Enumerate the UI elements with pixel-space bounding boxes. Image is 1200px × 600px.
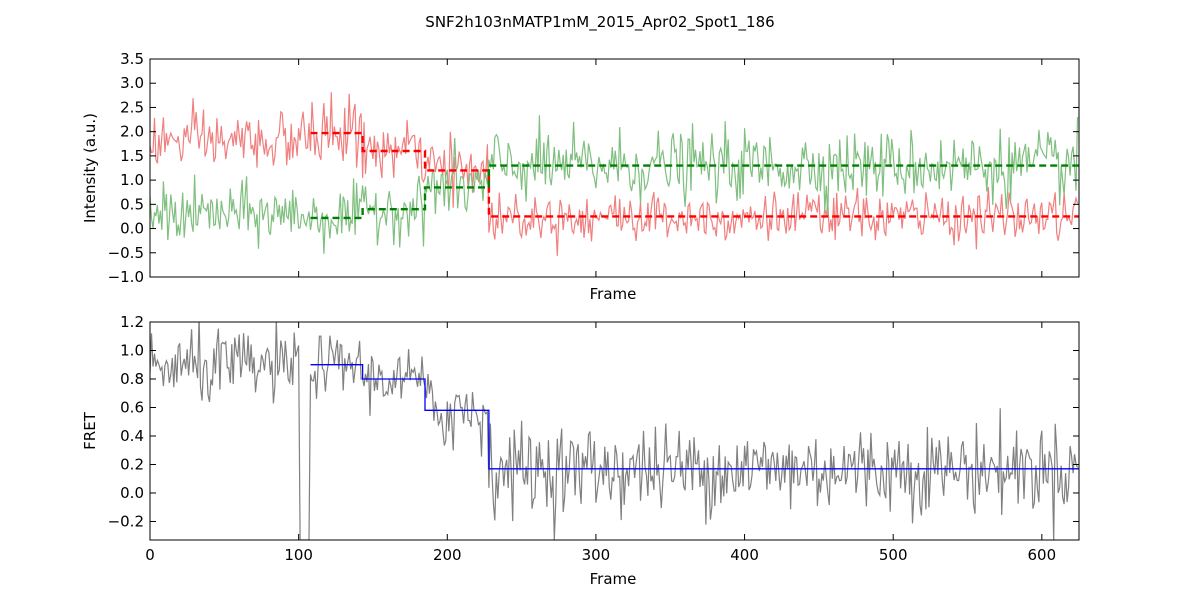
intensity-panel: −1.0 −0.5 0.0 0.5 1.0 1.5 2.0 2.5 3.0 3.5 Frame I…	[81, 50, 1080, 303]
intensity-x-axis-label: Frame	[590, 285, 637, 303]
x-tick-label: 300	[582, 546, 611, 564]
fret-traces	[150, 322, 1079, 540]
y-tick-label: 1.5	[120, 147, 144, 165]
intensity-fit-steps	[310, 131, 1079, 220]
intensity-y-axis-label: Intensity (a.u.)	[81, 113, 99, 223]
y-tick-label: 0.0	[120, 220, 144, 238]
x-tick-label: 500	[879, 546, 908, 564]
fret-y-axis-label: FRET	[81, 411, 99, 450]
fret-axes-frame	[149, 321, 1080, 541]
y-tick-label: −0.2	[108, 512, 144, 530]
y-tick-label: 0.5	[120, 195, 144, 213]
y-tick-label: 0.2	[120, 455, 144, 473]
y-tick-label: 0.8	[120, 370, 144, 388]
y-tick-label: −1.0	[108, 268, 144, 286]
y-tick-label: 0.4	[120, 427, 144, 445]
x-tick-label: 0	[145, 546, 155, 564]
x-tick-label: 600	[1028, 546, 1057, 564]
fret-fit-steps	[310, 364, 1079, 470]
fit-step-line-1	[310, 131, 1079, 218]
fret-ticks: −0.2 0.0 0.2 0.4 0.6 0.8 1.0 1.2 0 100 200 300 400 50…	[108, 313, 1079, 564]
x-tick-label: 100	[284, 546, 313, 564]
fret-x-axis-label: Frame	[590, 570, 637, 588]
y-tick-label: 1.0	[120, 171, 144, 189]
y-tick-label: 1.0	[120, 341, 144, 359]
y-tick-label: 1.2	[120, 313, 144, 331]
figure-title: SNF2h103nMATP1mM_2015_Apr02_Spot1_186	[425, 13, 774, 32]
y-tick-label: 0.6	[120, 398, 144, 416]
y-tick-label: 3.5	[120, 50, 144, 68]
y-tick-label: 0.0	[120, 484, 144, 502]
raw-trace-1	[150, 92, 1079, 256]
fret-panel: −0.2 0.0 0.2 0.4 0.6 0.8 1.0 1.2 0 100 200 300 400 50…	[81, 313, 1080, 588]
raw-trace-1	[150, 322, 1079, 540]
intensity-ticks: −1.0 −0.5 0.0 0.5 1.0 1.5 2.0 2.5 3.0 3.5	[108, 50, 1079, 286]
x-tick-label: 400	[730, 546, 759, 564]
y-tick-label: 2.5	[120, 98, 144, 116]
y-tick-label: 3.0	[120, 74, 144, 92]
y-tick-label: 2.0	[120, 123, 144, 141]
y-tick-label: −0.5	[108, 244, 144, 262]
intensity-traces	[150, 92, 1079, 256]
fit-step-line-2	[310, 164, 1079, 220]
raw-trace-2	[150, 115, 1079, 254]
intensity-axes-frame	[149, 58, 1080, 278]
fit-step-line-1	[310, 364, 1079, 470]
x-tick-label: 200	[433, 546, 462, 564]
